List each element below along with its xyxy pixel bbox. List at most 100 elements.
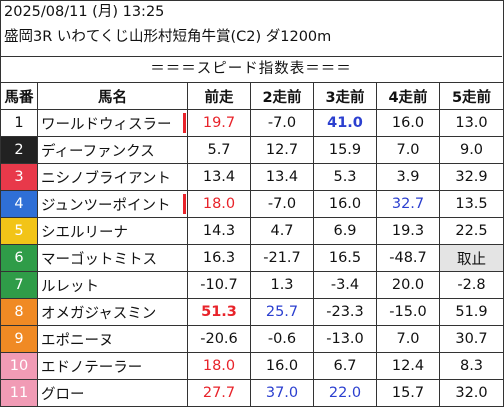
table-row: 5 シエルリーナ 14.3 4.7 6.9 19.3 22.5 [0, 217, 504, 245]
horse-name-cell: エポニーヌ [37, 325, 188, 353]
horse-number-cell: 5 [0, 217, 38, 245]
horse-number-cell: 8 [0, 298, 38, 326]
horse-name: シエルリーナ [41, 224, 128, 241]
horse-name: グロー [41, 386, 85, 403]
table-row: 10 エドノテーラー 18.0 16.0 6.7 12.4 8.3 [0, 352, 504, 380]
race-datetime: 2025/08/11 (月) 13:25 [4, 4, 165, 20]
horse-name-cell: グロー [37, 379, 188, 407]
speed-index-cell: 32.7 [376, 190, 440, 218]
horse-name: ディーファンクス [41, 143, 155, 160]
speed-index-cell: -23.3 [313, 298, 377, 326]
speed-index-cell: 15.7 [376, 379, 440, 407]
speed-index-table: 馬番 馬名 前走 2走前 3走前 4走前 5走前 1 ワールドウィスラー 19.7-… [0, 82, 504, 407]
speed-index-cell: 6.7 [313, 352, 377, 380]
speed-index-cell: 16.5 [313, 244, 377, 272]
speed-index-cell: -48.7 [376, 244, 440, 272]
horse-name: エドノテーラー [41, 359, 143, 376]
speed-index-cell: 20.0 [376, 271, 440, 299]
horse-name-cell: ルレット [37, 271, 188, 299]
speed-index-cell: -15.0 [376, 298, 440, 326]
speed-index-cell: -10.7 [187, 271, 251, 299]
horse-number-cell: 3 [0, 163, 38, 191]
speed-index-cell: 32.0 [439, 379, 504, 407]
speed-index-cell: 5.3 [313, 163, 377, 191]
table-row: 7 ルレット -10.7 1.3 -3.4 20.0 -2.8 [0, 271, 504, 299]
table-row: 3 ニシノブライアント 13.4 13.4 5.3 3.9 32.9 [0, 163, 504, 191]
speed-index-cell: 16.0 [313, 190, 377, 218]
horse-name-cell: ディーファンクス [37, 136, 188, 164]
horse-number-cell: 6 [0, 244, 38, 272]
speed-index-cell: 25.7 [250, 298, 314, 326]
speed-index-cell: -7.0 [250, 190, 314, 218]
horse-name: エポニーヌ [41, 332, 114, 349]
race-title: 盛岡3R いわてくじ山形村短角牛賞(C2) ダ1200m [4, 29, 332, 45]
speed-index-cell: 22.0 [313, 379, 377, 407]
col-header-5-races-ago: 5走前 [439, 82, 504, 110]
table-row: 6 マーゴットミトス 16.3 -21.7 16.5 -48.7 取止 [0, 244, 504, 272]
speed-index-cell: 19.3 [376, 217, 440, 245]
speed-index-cell: 22.5 [439, 217, 504, 245]
horse-name: ルレット [41, 278, 99, 295]
speed-index-cell: 4.7 [250, 217, 314, 245]
speed-index-cell: 13.5 [439, 190, 504, 218]
speed-index-cell: 取止 [439, 244, 504, 272]
speed-index-cell: -7.0 [250, 109, 314, 137]
table-banner: ＝＝＝スピード指数表＝＝＝ [0, 56, 502, 83]
col-header-2-races-ago: 2走前 [250, 82, 314, 110]
speed-index-cell: 30.7 [439, 325, 504, 353]
horse-name-cell: オメガジャスミン [37, 298, 188, 326]
speed-index-cell: -3.4 [313, 271, 377, 299]
horse-name-cell: エドノテーラー [37, 352, 188, 380]
speed-index-cell: 16.3 [187, 244, 251, 272]
horse-number-cell: 9 [0, 325, 38, 353]
horse-number-cell: 2 [0, 136, 38, 164]
table-row: 8 オメガジャスミン 51.3 25.7 -23.3 -15.0 51.9 [0, 298, 504, 326]
horse-name-cell: マーゴットミトス [37, 244, 188, 272]
horse-number-cell: 1 [0, 109, 38, 137]
horse-name-cell: ワールドウィスラー [37, 109, 188, 137]
col-header-4-races-ago: 4走前 [376, 82, 440, 110]
speed-index-cell: 27.7 [187, 379, 251, 407]
col-header-3-races-ago: 3走前 [313, 82, 377, 110]
highlight-marker [183, 194, 186, 214]
speed-index-cell: 9.0 [439, 136, 504, 164]
table-row: 11 グロー 27.7 37.0 22.0 15.7 32.0 [0, 379, 504, 407]
table-row: 9 エポニーヌ -20.6 -0.6 -13.0 7.0 30.7 [0, 325, 504, 353]
speed-index-cell: 37.0 [250, 379, 314, 407]
highlight-marker [183, 113, 186, 133]
horse-name-cell: ニシノブライアント [37, 163, 188, 191]
speed-index-cell: 18.0 [187, 352, 251, 380]
horse-number-cell: 4 [0, 190, 38, 218]
speed-index-cell: 41.0 [313, 109, 377, 137]
speed-index-cell: 3.9 [376, 163, 440, 191]
speed-index-cell: 13.0 [439, 109, 504, 137]
speed-index-cell: 8.3 [439, 352, 504, 380]
horse-number-cell: 7 [0, 271, 38, 299]
speed-index-cell: 18.0 [187, 190, 251, 218]
horse-name-cell: シエルリーナ [37, 217, 188, 245]
horse-name: オメガジャスミン [41, 305, 157, 322]
speed-index-cell: -2.8 [439, 271, 504, 299]
speed-index-cell: 15.9 [313, 136, 377, 164]
horse-name: ニシノブライアント [41, 170, 171, 187]
speed-index-cell: -20.6 [187, 325, 251, 353]
col-header-horse-name: 馬名 [37, 82, 188, 110]
speed-index-cell: 14.3 [187, 217, 251, 245]
horse-number-cell: 11 [0, 379, 38, 407]
speed-index-cell: 7.0 [376, 136, 440, 164]
speed-index-cell: 13.4 [250, 163, 314, 191]
speed-index-cell: -13.0 [313, 325, 377, 353]
col-header-last-race: 前走 [187, 82, 251, 110]
col-header-number: 馬番 [0, 82, 38, 110]
horse-name: ワールドウィスラー [41, 116, 172, 133]
speed-index-cell: 12.4 [376, 352, 440, 380]
speed-index-cell: 16.0 [250, 352, 314, 380]
speed-index-cell: 16.0 [376, 109, 440, 137]
table-row: 4 ジュンツーポイント 18.0 -7.0 16.0 32.7 13.5 [0, 190, 504, 218]
speed-index-cell: 7.0 [376, 325, 440, 353]
horse-number-cell: 10 [0, 352, 38, 380]
speed-index-cell: 19.7 [187, 109, 251, 137]
speed-index-cell: 5.7 [187, 136, 251, 164]
horse-name-cell: ジュンツーポイント [37, 190, 188, 218]
table-row: 2 ディーファンクス 5.7 12.7 15.9 7.0 9.0 [0, 136, 504, 164]
